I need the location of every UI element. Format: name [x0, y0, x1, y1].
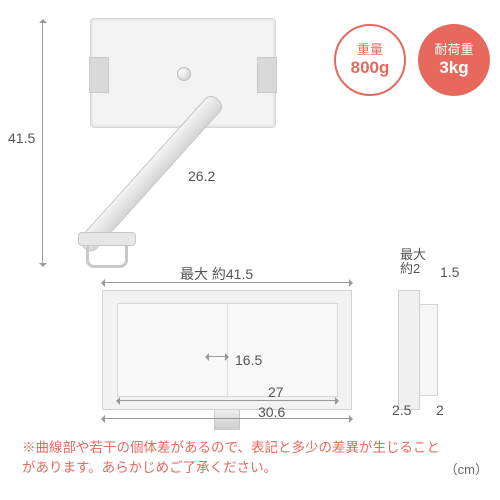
dim-wc: 30.6: [258, 404, 285, 420]
perspective-view: [72, 18, 296, 128]
dim-wc-line: [102, 418, 352, 419]
load-label: 耐荷重: [434, 43, 473, 58]
dim-wb: 27: [268, 384, 284, 400]
dim-baseh2: 2: [436, 402, 444, 418]
load-badge: 耐荷重 3kg: [418, 24, 490, 96]
dim-arm: 26.2: [188, 168, 215, 184]
stem: [214, 410, 240, 430]
weight-label: 重量: [357, 43, 383, 58]
weight-badge: 重量 800g: [334, 24, 406, 96]
dim-baseh1: 2.5: [392, 402, 411, 418]
unit-label: （cm）: [445, 459, 488, 478]
front-plate: [102, 290, 352, 410]
dim-height-line: [42, 20, 43, 266]
tablet-holder: [90, 18, 276, 128]
dim-wb-line: [117, 400, 338, 401]
dim-depth: 16.5: [235, 352, 262, 368]
side-arm: [420, 304, 438, 396]
side-plate: [398, 290, 420, 410]
front-view: [102, 272, 352, 430]
dim-side-thk: 1.5: [440, 264, 459, 280]
load-value: 3kg: [439, 58, 468, 78]
dim-height: 41.5: [8, 130, 35, 146]
disclaimer: ※曲線部や若干の個体差があるので、表記と多少の差異が生じることがあります。あらか…: [22, 438, 452, 479]
dim-maxw: 最大 約41.5: [180, 264, 253, 284]
weight-value: 800g: [351, 58, 390, 78]
dim-side-max: 最大 約2: [400, 248, 426, 277]
pivot-knob: [177, 67, 191, 81]
